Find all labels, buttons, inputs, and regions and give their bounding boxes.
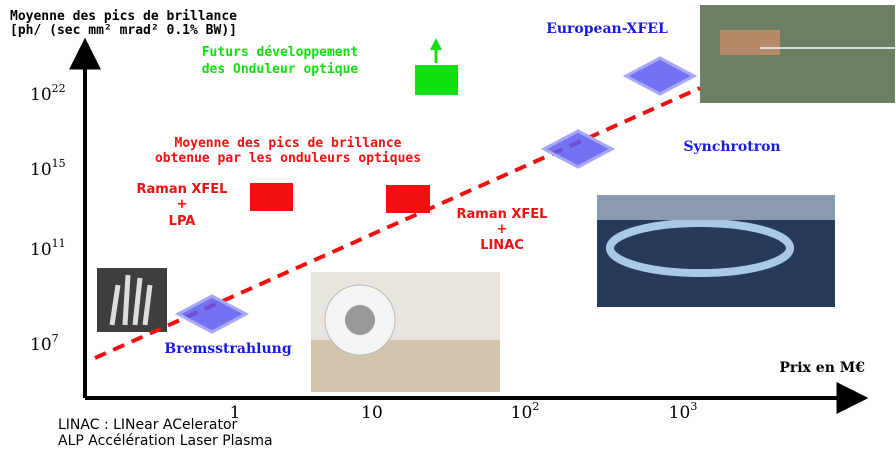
raman-lpa: Raman XFEL — [137, 182, 228, 197]
tick-exp: 15 — [52, 157, 66, 170]
x-tick-label: 102 — [511, 400, 540, 423]
lpa-box — [250, 183, 293, 211]
x-axis-label: Prix en M€ — [779, 360, 865, 376]
tick-base: 10 — [511, 403, 533, 423]
european-xfel-label: European-XFEL — [546, 21, 668, 37]
raman-linac: Raman XFEL — [457, 207, 548, 222]
raman-linac: + — [497, 222, 508, 237]
synchrotron-label: Synchrotron — [683, 139, 780, 155]
y-tick-label: 1015 — [30, 157, 66, 180]
x-tick-label: 10 — [361, 403, 383, 423]
tick-exp: 22 — [52, 82, 66, 95]
y-tick-label: 1022 — [30, 82, 66, 105]
tick-base: 10 — [30, 335, 52, 355]
footnote: ALP Accélération Laser Plasma — [58, 433, 273, 449]
undulator-note: obtenue par les onduleurs optiques — [155, 151, 421, 166]
y-tick-label: 107 — [30, 332, 59, 355]
future-box — [415, 65, 458, 95]
tick-base: 10 — [30, 160, 52, 180]
x-tick-label: 1 — [230, 403, 241, 423]
xray-image — [97, 268, 167, 332]
x-tick-label: 103 — [669, 400, 698, 423]
tick-exp: 3 — [690, 400, 697, 413]
map-image — [700, 5, 895, 103]
tick-base: 10 — [30, 240, 52, 260]
tick-base: 1 — [230, 403, 241, 423]
footnote: LINAC : LINear ACelerator — [58, 417, 238, 433]
synchrotron-image — [597, 195, 835, 307]
y-tick-label: 1011 — [30, 237, 66, 260]
tick-base: 10 — [361, 403, 383, 423]
future-text: Futurs développement — [202, 45, 359, 60]
raman-lpa: LPA — [169, 214, 196, 229]
undulator-note: Moyenne des pics de brillance — [175, 136, 402, 151]
future-text: des Onduleur optique — [202, 62, 359, 77]
bremsstrahlung-label: Bremsstrahlung — [164, 341, 291, 357]
diamond — [622, 56, 698, 96]
tick-exp: 7 — [52, 332, 59, 345]
tick-base: 10 — [30, 85, 52, 105]
tick-exp: 2 — [532, 400, 539, 413]
tick-base: 10 — [669, 403, 691, 423]
axis-title: Moyenne des pics de brillance — [10, 9, 237, 24]
tick-exp: 11 — [52, 237, 66, 250]
diamond — [174, 294, 250, 334]
linac-box — [386, 185, 430, 213]
mri-image — [311, 272, 500, 392]
diamond — [540, 129, 616, 169]
raman-lpa: + — [177, 197, 188, 212]
axis-title: [ph/ (sec mm² mrad² 0.1% BW)] — [10, 23, 237, 38]
raman-linac: LINAC — [480, 238, 524, 253]
